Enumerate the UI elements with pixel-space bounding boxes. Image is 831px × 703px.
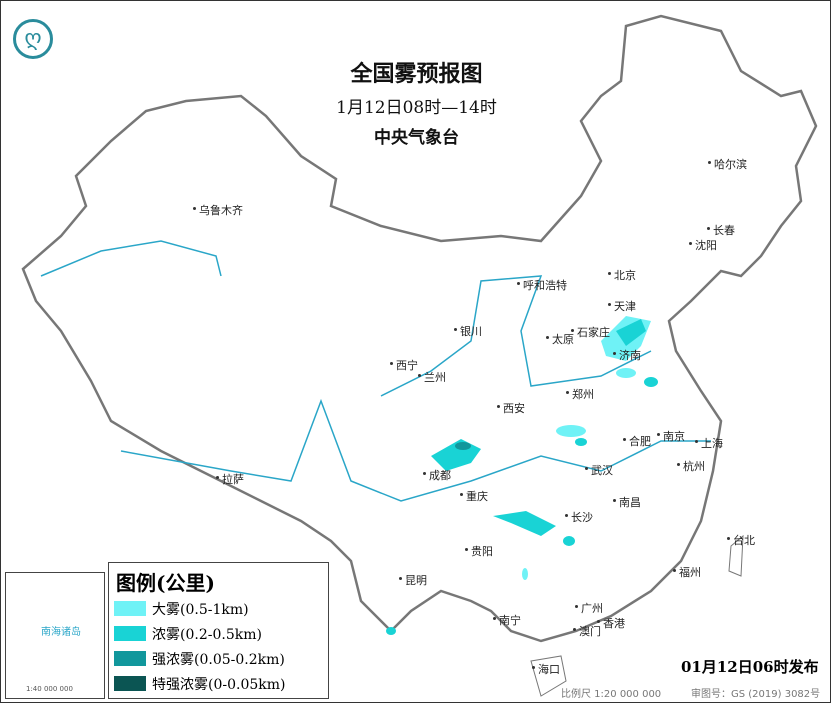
city-label: 郑州 [566, 388, 594, 401]
fog-area-shandong [644, 377, 658, 387]
review-number: 审图号：GS (2019) 3082号 [691, 689, 821, 700]
yangtze-river [120, 398, 711, 502]
city-label: 南昌 [613, 496, 641, 509]
issuing-agency: 中央气象台 [374, 128, 459, 148]
city-label: 香港 [597, 617, 625, 630]
legend-swatch [114, 651, 146, 666]
map-scale: 比例尺 1:20 000 000 [561, 689, 662, 700]
legend-title: 图例(公里) [116, 571, 215, 595]
legend-label: 强浓雾(0.05-0.2km) [152, 651, 285, 668]
city-label: 杭州 [677, 460, 705, 473]
legend-label: 特强浓雾(0-0.05km) [152, 676, 286, 693]
city-label: 呼和浩特 [517, 279, 567, 292]
fog-area-north-china-dense [616, 319, 646, 346]
legend-item: 浓雾(0.2-0.5km) [114, 621, 328, 646]
fog-area-henan [616, 368, 636, 378]
city-label: 银川 [454, 325, 482, 338]
city-label: 南京 [657, 430, 685, 443]
city-label: 昆明 [399, 574, 427, 587]
city-label: 重庆 [460, 490, 488, 503]
legend-label: 浓雾(0.2-0.5km) [152, 626, 262, 643]
legend-label: 大雾(0.5-1km) [152, 601, 249, 618]
city-label: 合肥 [623, 435, 651, 448]
fog-areas [386, 316, 658, 635]
issue-time: 01月12日06时发布 [681, 658, 819, 676]
city-label: 长沙 [565, 511, 593, 524]
city-label: 台北 [727, 534, 755, 547]
tarim-river [40, 240, 222, 277]
city-label: 太原 [546, 333, 574, 346]
legend-item: 强浓雾(0.05-0.2km) [114, 646, 328, 671]
city-label: 天津 [608, 300, 636, 313]
city-label: 南宁 [493, 614, 521, 627]
city-label: 成都 [423, 469, 451, 482]
city-label: 哈尔滨 [708, 158, 747, 171]
city-label: 沈阳 [689, 239, 717, 252]
national-border [21, 14, 818, 643]
city-label: 福州 [673, 566, 701, 579]
city-label: 上海 [695, 437, 723, 450]
forecast-period: 1月12日08时—14时 [336, 98, 497, 118]
city-label: 西安 [497, 402, 525, 415]
fog-area-hubei [556, 425, 586, 437]
legend: 图例(公里) 大雾(0.5-1km) 浓雾(0.2-0.5km) 强浓雾(0.0… [108, 562, 329, 699]
city-label: 澳门 [573, 625, 601, 638]
yellow-river [380, 275, 652, 397]
city-label: 西宁 [390, 359, 418, 372]
city-label: 北京 [608, 269, 636, 282]
legend-item: 特强浓雾(0-0.05km) [114, 671, 328, 696]
city-label: 乌鲁木齐 [193, 204, 243, 217]
fog-area-sichuan-dense [455, 442, 471, 450]
inset-label: 南海诸岛 [41, 627, 81, 638]
fog-area-hubei-2 [575, 438, 587, 446]
city-label: 武汉 [585, 464, 613, 477]
south-china-sea-inset: 南海诸岛 1:40 000 000 [5, 572, 105, 699]
city-label: 兰州 [418, 371, 446, 384]
hainan-island [530, 655, 567, 697]
city-label: 拉萨 [216, 473, 244, 486]
fog-area-guangxi [522, 568, 528, 580]
legend-swatch [114, 676, 146, 691]
city-label: 长春 [707, 224, 735, 237]
city-label: 贵阳 [465, 545, 493, 558]
legend-swatch [114, 601, 146, 616]
legend-item: 大雾(0.5-1km) [114, 596, 328, 621]
taiwan-island [728, 534, 744, 577]
fog-area-yunnan [386, 627, 396, 635]
fog-area-hunan [563, 536, 575, 546]
city-label: 广州 [575, 602, 603, 615]
legend-swatch [114, 626, 146, 641]
fog-area-guizhou-hunan [493, 511, 556, 536]
cma-logo-icon: ღ [13, 19, 53, 59]
city-label: 济南 [613, 349, 641, 362]
city-label: 石家庄 [571, 326, 610, 339]
city-label: 海口 [532, 663, 560, 676]
map-title: 全国雾预报图 [350, 61, 483, 87]
inset-scale: 1:40 000 000 [26, 685, 73, 693]
